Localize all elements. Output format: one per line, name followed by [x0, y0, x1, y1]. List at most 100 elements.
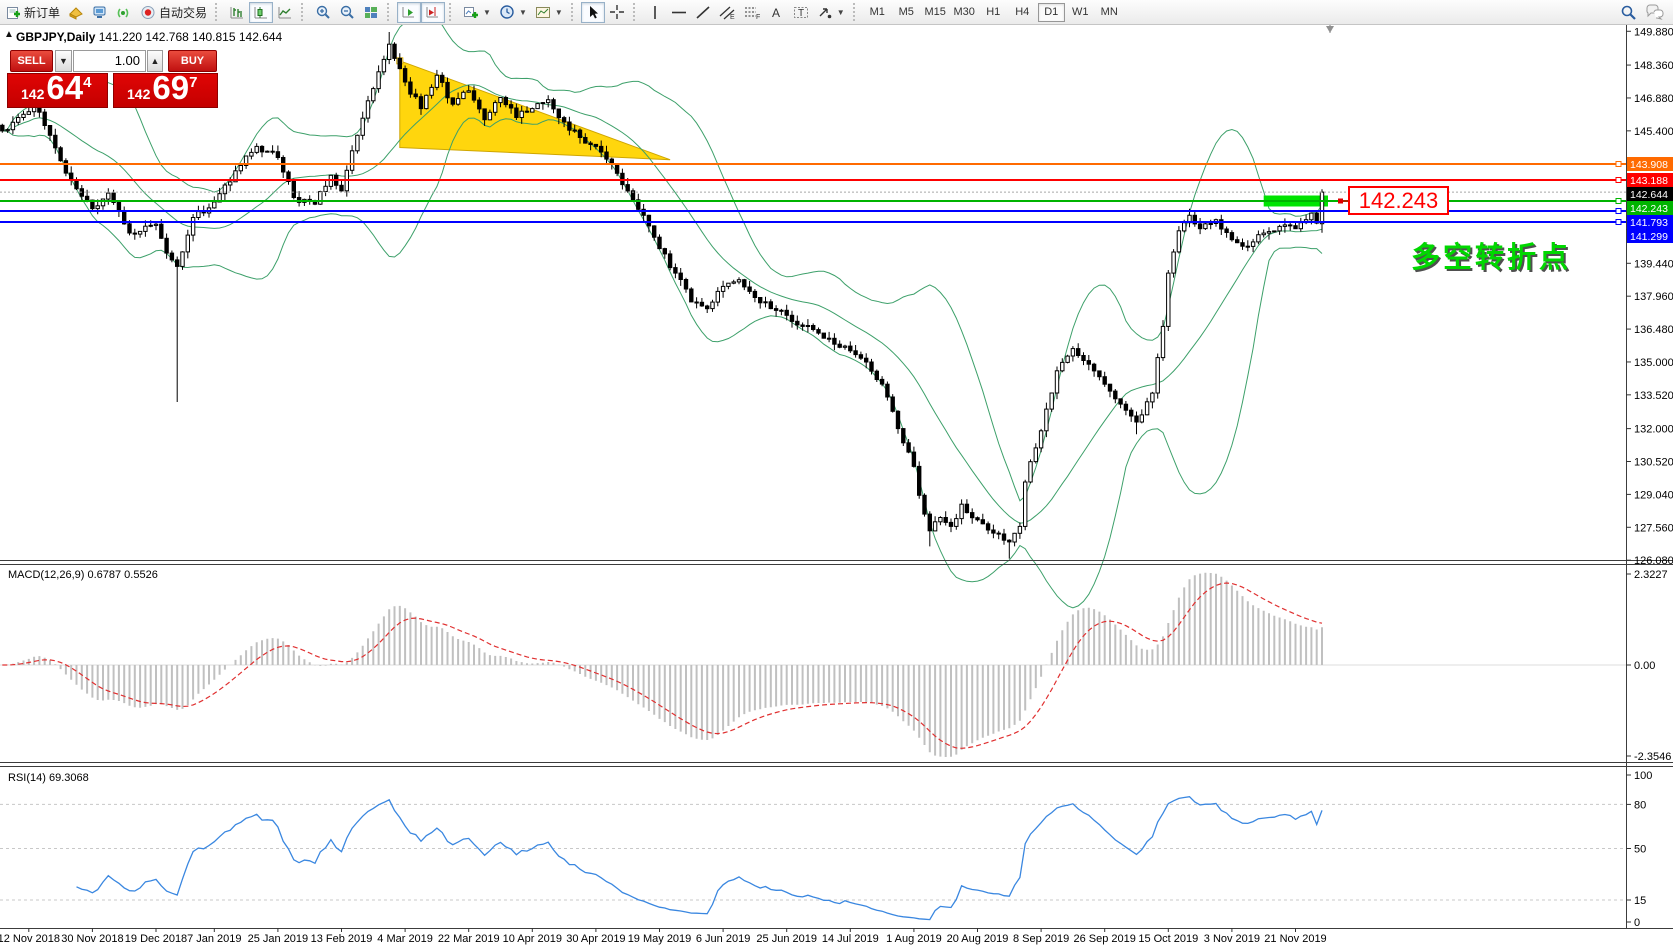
line-chart-icon	[277, 5, 293, 20]
spin-up-icon: ▲	[150, 56, 160, 66]
chart-shift-button[interactable]	[421, 1, 446, 23]
trendline-icon	[695, 5, 711, 20]
autotrade-icon	[140, 5, 156, 20]
terminal-icon	[92, 5, 108, 20]
template-icon	[535, 5, 551, 20]
date-tick-label: 3 Nov 2019	[1204, 933, 1260, 945]
candles[interactable]	[0, 32, 1325, 559]
svg-text:142.243: 142.243	[1630, 203, 1668, 215]
cursor-tool-button[interactable]	[580, 1, 605, 23]
auto-scroll-button[interactable]	[397, 1, 422, 23]
new-order-icon	[6, 5, 21, 20]
spin-down-icon: ▼	[59, 56, 68, 66]
new-order-button[interactable]: 新订单	[2, 2, 64, 23]
fibonacci-tool-button[interactable]: F	[740, 2, 765, 23]
vertical-line-tool-button[interactable]	[643, 2, 667, 23]
crosshair-icon	[609, 4, 625, 20]
rsi-name: RSI(14)	[8, 772, 46, 784]
dropdown-arrow-icon: ▼	[554, 7, 563, 17]
volume-input[interactable]: 1.00	[73, 50, 146, 72]
autotrade-button[interactable]: 自动交易	[136, 2, 211, 23]
line-handle[interactable]	[1615, 161, 1622, 167]
tile-windows-icon	[363, 5, 379, 20]
timeframe-m30[interactable]: M30	[951, 3, 978, 22]
zoom-in-button[interactable]	[311, 2, 335, 23]
zoom-out-button[interactable]	[335, 2, 359, 23]
indicators-icon	[463, 5, 479, 20]
timeframe-m1[interactable]: M1	[864, 3, 891, 22]
chat-button[interactable]	[1641, 2, 1669, 23]
date-tick-label: 13 Feb 2019	[311, 933, 373, 945]
equidistant-channel-icon: E	[719, 5, 736, 20]
timeframe-group: M1 M5 M15 M30 H1 H4 D1 W1 MN	[863, 2, 1124, 22]
candlestick-icon	[253, 5, 269, 20]
volume-increase-button[interactable]: ▲	[147, 50, 163, 72]
line-handle[interactable]	[1615, 198, 1622, 204]
shift-marker-icon[interactable]	[1326, 26, 1334, 33]
price-level-axis-label	[1627, 201, 1673, 215]
buy-price-display[interactable]: 142 69 7	[113, 71, 218, 108]
arrows-tool-button[interactable]: ▼	[813, 2, 849, 23]
date-tick-label: 12 Nov 2018	[0, 933, 60, 945]
timeframe-d1[interactable]: D1	[1037, 2, 1065, 22]
bollinger-lower-band	[2, 117, 1323, 609]
price-level-axis-label	[1627, 187, 1673, 201]
channel-tool-button[interactable]: E	[715, 2, 740, 23]
sell-button[interactable]: SELL	[10, 50, 53, 72]
chart-symbol: GBPJPY,Daily	[16, 30, 96, 44]
terminal-button[interactable]	[88, 2, 112, 23]
volume-decrease-button[interactable]: ▼	[55, 50, 72, 72]
templates-button[interactable]: ▼	[531, 2, 567, 23]
price-level-callout[interactable]: 142.243	[1348, 186, 1449, 215]
date-tick-label: 4 Mar 2019	[377, 933, 433, 945]
macd-signal-line	[2, 582, 1323, 749]
callout-anchor-handle[interactable]	[1338, 198, 1343, 204]
macd-axis-label: 2.3227	[1634, 569, 1668, 581]
line-handle[interactable]	[1615, 177, 1622, 183]
timeframe-mn[interactable]: MN	[1096, 3, 1123, 22]
market-watch-button[interactable]	[64, 2, 88, 23]
toolbar-separator	[570, 3, 577, 21]
timeframe-m15[interactable]: M15	[922, 3, 949, 22]
line-chart-mode-button[interactable]	[273, 2, 297, 23]
sell-price-display[interactable]: 142 64 4	[7, 71, 108, 108]
toolbar-separator	[301, 3, 307, 21]
timeframe-h4[interactable]: H4	[1009, 3, 1036, 22]
svg-text:142.644: 142.644	[1630, 189, 1668, 201]
price-level-axis-label	[1627, 215, 1673, 229]
timeframe-m5[interactable]: M5	[893, 3, 920, 22]
horizontal-line-tool-button[interactable]	[667, 2, 691, 23]
turning-point-annotation[interactable]: 多空转折点	[1411, 242, 1572, 274]
bar-chart-mode-button[interactable]	[225, 2, 249, 23]
indicators-button[interactable]: ▼	[459, 2, 495, 23]
text-label-tool-button[interactable]: T	[789, 2, 813, 23]
date-tick-label: 30 Apr 2019	[566, 933, 625, 945]
toolbar-separator	[449, 3, 455, 21]
timeframe-h1[interactable]: H1	[980, 3, 1007, 22]
bollinger-middle-band	[2, 84, 1323, 524]
date-tick-label: 8 Sep 2019	[1013, 933, 1069, 945]
timeframe-w1[interactable]: W1	[1067, 3, 1094, 22]
search-button[interactable]	[1616, 2, 1641, 23]
periods-button[interactable]: ▼	[495, 2, 531, 23]
line-handle[interactable]	[1615, 219, 1622, 225]
vertical-line-icon	[650, 5, 660, 20]
text-tool-button[interactable]: A	[765, 2, 789, 23]
crosshair-tool-button[interactable]	[605, 2, 629, 23]
svg-text:T: T	[798, 8, 804, 19]
trendline-tool-button[interactable]	[691, 2, 715, 23]
candlestick-mode-button[interactable]	[249, 1, 274, 23]
collapse-arrow-icon[interactable]: ▲	[4, 29, 14, 40]
buy-price-sup: 7	[189, 74, 198, 91]
date-tick-label: 19 May 2019	[628, 933, 692, 945]
descending-triangle-drawing[interactable]	[399, 60, 671, 161]
svg-text:E: E	[730, 14, 735, 20]
tile-windows-button[interactable]	[359, 2, 383, 23]
gold-book-icon	[68, 5, 84, 20]
price-tick-label: 145.400	[1634, 126, 1673, 138]
price-tick-label: 132.000	[1634, 424, 1673, 436]
line-handle[interactable]	[1615, 208, 1622, 214]
buy-button[interactable]: BUY	[168, 50, 217, 72]
signals-button[interactable]	[112, 2, 136, 23]
